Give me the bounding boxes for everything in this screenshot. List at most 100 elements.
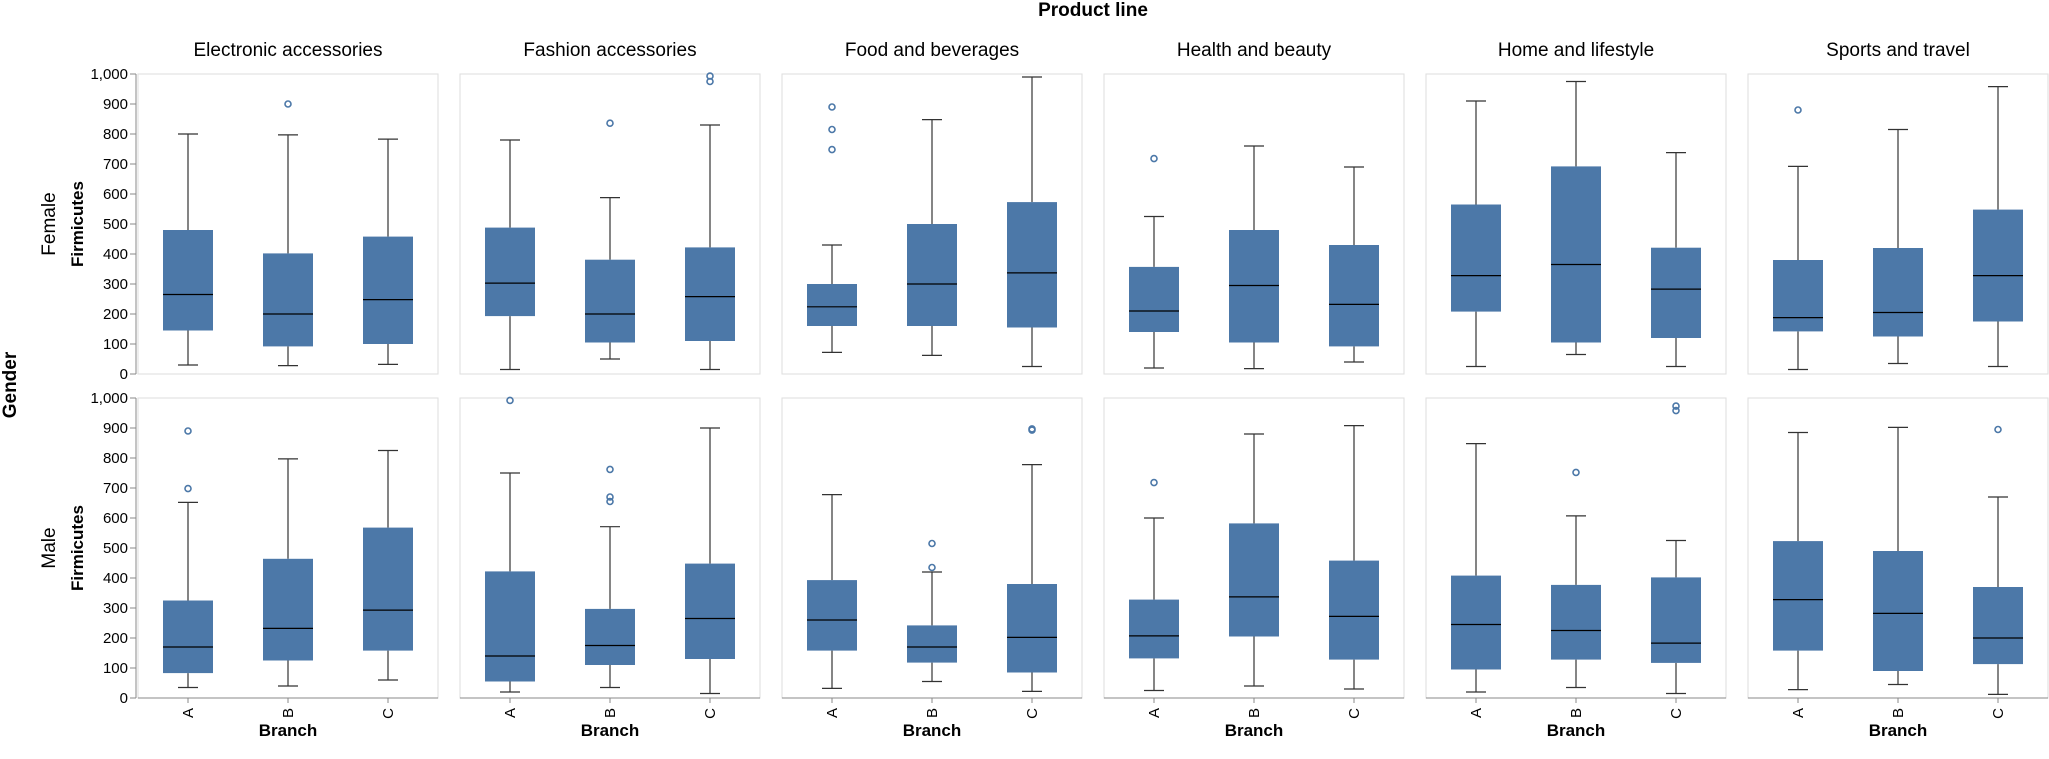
column-header: Food and beverages: [845, 40, 1019, 61]
box-b[interactable]: [1873, 128, 1923, 365]
box-a[interactable]: [1129, 154, 1179, 369]
iqr-box[interactable]: [1873, 551, 1923, 671]
outlier-point[interactable]: [928, 539, 936, 548]
iqr-box[interactable]: [1873, 248, 1923, 337]
box-c[interactable]: [363, 449, 413, 681]
x-tick-label-b: B: [602, 708, 619, 718]
box-c[interactable]: [685, 72, 735, 371]
box-b[interactable]: [907, 118, 957, 356]
outlier-point[interactable]: [1572, 468, 1580, 477]
box-a[interactable]: [807, 494, 857, 690]
iqr-box[interactable]: [1229, 523, 1279, 637]
box-b[interactable]: [585, 465, 635, 689]
outlier-point[interactable]: [606, 119, 614, 127]
iqr-box[interactable]: [363, 527, 413, 651]
outlier-point[interactable]: [1028, 425, 1036, 433]
iqr-box[interactable]: [907, 224, 957, 326]
iqr-box[interactable]: [163, 230, 213, 331]
box-a[interactable]: [1129, 478, 1179, 692]
box-c[interactable]: [1007, 425, 1057, 693]
box-a[interactable]: [1451, 443, 1501, 693]
iqr-box[interactable]: [1773, 541, 1823, 651]
box-b[interactable]: [907, 539, 957, 683]
box-b[interactable]: [263, 458, 313, 687]
y-tick-label: 200: [103, 630, 128, 647]
outlier-point[interactable]: [606, 465, 614, 474]
iqr-box[interactable]: [1973, 209, 2023, 322]
iqr-box[interactable]: [263, 253, 313, 347]
outlier-point[interactable]: [184, 427, 192, 435]
y-tick-label: 500: [103, 540, 128, 557]
box-c[interactable]: [1007, 76, 1057, 368]
iqr-box[interactable]: [1129, 599, 1179, 659]
box-c[interactable]: [1329, 166, 1379, 363]
box-c[interactable]: [1651, 402, 1701, 695]
iqr-box[interactable]: [1651, 247, 1701, 338]
box-b[interactable]: [1229, 433, 1279, 687]
iqr-box[interactable]: [363, 236, 413, 344]
column-header: Electronic accessories: [193, 40, 382, 61]
box-b[interactable]: [1551, 80, 1601, 356]
iqr-box[interactable]: [163, 600, 213, 674]
box-c[interactable]: [1973, 425, 2023, 696]
box-c[interactable]: [363, 138, 413, 365]
box-a[interactable]: [163, 133, 213, 366]
iqr-box[interactable]: [1007, 202, 1057, 328]
outlier-point[interactable]: [284, 100, 292, 108]
outlier-point[interactable]: [606, 497, 614, 506]
outlier-point[interactable]: [828, 125, 836, 134]
iqr-box[interactable]: [1551, 166, 1601, 343]
iqr-box[interactable]: [1651, 577, 1701, 663]
iqr-box[interactable]: [1973, 587, 2023, 665]
iqr-box[interactable]: [1007, 584, 1057, 673]
box-a[interactable]: [1451, 100, 1501, 368]
iqr-box[interactable]: [807, 284, 857, 326]
box-b[interactable]: [1551, 468, 1601, 689]
box-a[interactable]: [485, 396, 535, 693]
iqr-box[interactable]: [1129, 266, 1179, 332]
iqr-box[interactable]: [685, 563, 735, 659]
box-a[interactable]: [1773, 106, 1823, 371]
iqr-box[interactable]: [485, 227, 535, 317]
box-b[interactable]: [1229, 145, 1279, 370]
outlier-point[interactable]: [1794, 106, 1802, 114]
iqr-box[interactable]: [1773, 260, 1823, 332]
iqr-box[interactable]: [585, 608, 635, 665]
outlier-point[interactable]: [928, 563, 936, 572]
iqr-box[interactable]: [907, 625, 957, 663]
box-c[interactable]: [685, 427, 735, 695]
box-b[interactable]: [585, 119, 635, 360]
box-a[interactable]: [163, 427, 213, 689]
iqr-box[interactable]: [1329, 245, 1379, 347]
iqr-box[interactable]: [485, 571, 535, 682]
box-a[interactable]: [1773, 431, 1823, 691]
outlier-point[interactable]: [1150, 154, 1158, 163]
iqr-box[interactable]: [1229, 230, 1279, 343]
box-a[interactable]: [807, 103, 857, 353]
iqr-box[interactable]: [685, 247, 735, 341]
outlier-point[interactable]: [606, 493, 614, 501]
box-c[interactable]: [1329, 425, 1379, 690]
outlier-point[interactable]: [184, 484, 192, 493]
iqr-box[interactable]: [807, 580, 857, 651]
outlier-point[interactable]: [828, 145, 836, 154]
outlier-point[interactable]: [506, 396, 514, 405]
box-b[interactable]: [263, 100, 313, 367]
iqr-box[interactable]: [1329, 560, 1379, 660]
outlier-point[interactable]: [828, 103, 836, 111]
box-c[interactable]: [1651, 152, 1701, 368]
outlier-point[interactable]: [1994, 425, 2002, 434]
y-tick-label: 1,000: [90, 390, 128, 407]
box-c[interactable]: [1973, 85, 2023, 368]
outlier-point[interactable]: [1150, 478, 1158, 487]
outlier-point[interactable]: [706, 72, 714, 80]
box-b[interactable]: [1873, 426, 1923, 686]
iqr-box[interactable]: [1551, 584, 1601, 660]
iqr-box[interactable]: [263, 558, 313, 661]
outlier-point[interactable]: [1672, 402, 1680, 410]
outlier-point[interactable]: [1672, 406, 1680, 415]
iqr-box[interactable]: [1451, 204, 1501, 312]
box-a[interactable]: [485, 139, 535, 371]
iqr-box[interactable]: [1451, 575, 1501, 670]
iqr-box[interactable]: [585, 259, 635, 343]
